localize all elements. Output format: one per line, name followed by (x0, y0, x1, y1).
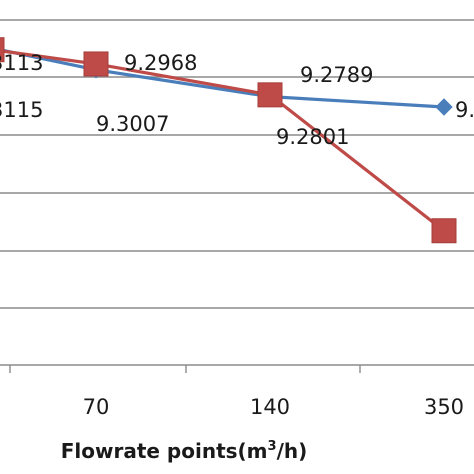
series-2-data-label-1: 9.3007 (96, 112, 169, 136)
gridlines (0, 19, 474, 309)
series-markers (0, 37, 457, 244)
series-2-marker-1 (83, 51, 109, 77)
series-1-line (0, 48, 445, 109)
x-tick-label-140: 140 (250, 395, 290, 419)
x-tick-labels: 70 140 350 (83, 395, 464, 419)
x-axis (0, 364, 474, 373)
series-1-marker-3 (435, 98, 453, 116)
series-1-data-label-2: 9.2789 (300, 63, 373, 87)
series-lines (0, 48, 445, 233)
data-labels: 9.3113 9.2968 9.2789 9.2 9.3115 9.3007 9.2801 (0, 51, 474, 149)
series-2-marker-2 (257, 82, 283, 108)
x-tick-label-70: 70 (83, 395, 110, 419)
series-1-data-label-1: 9.2968 (124, 51, 197, 75)
x-axis-title: Flowrate points(m3/h) (61, 439, 308, 463)
series-2-line (0, 49, 445, 233)
series-2-marker-0 (0, 37, 5, 63)
series-2-data-label-2: 9.2801 (276, 125, 349, 149)
series-1-data-label-0: 9.3113 (0, 51, 43, 75)
series-2-data-label-0: 9.3115 (0, 98, 43, 122)
series-1-data-label-3: 9.2 (455, 98, 474, 122)
series-2-marker-3 (431, 218, 457, 244)
x-tick-label-350: 350 (424, 395, 464, 419)
